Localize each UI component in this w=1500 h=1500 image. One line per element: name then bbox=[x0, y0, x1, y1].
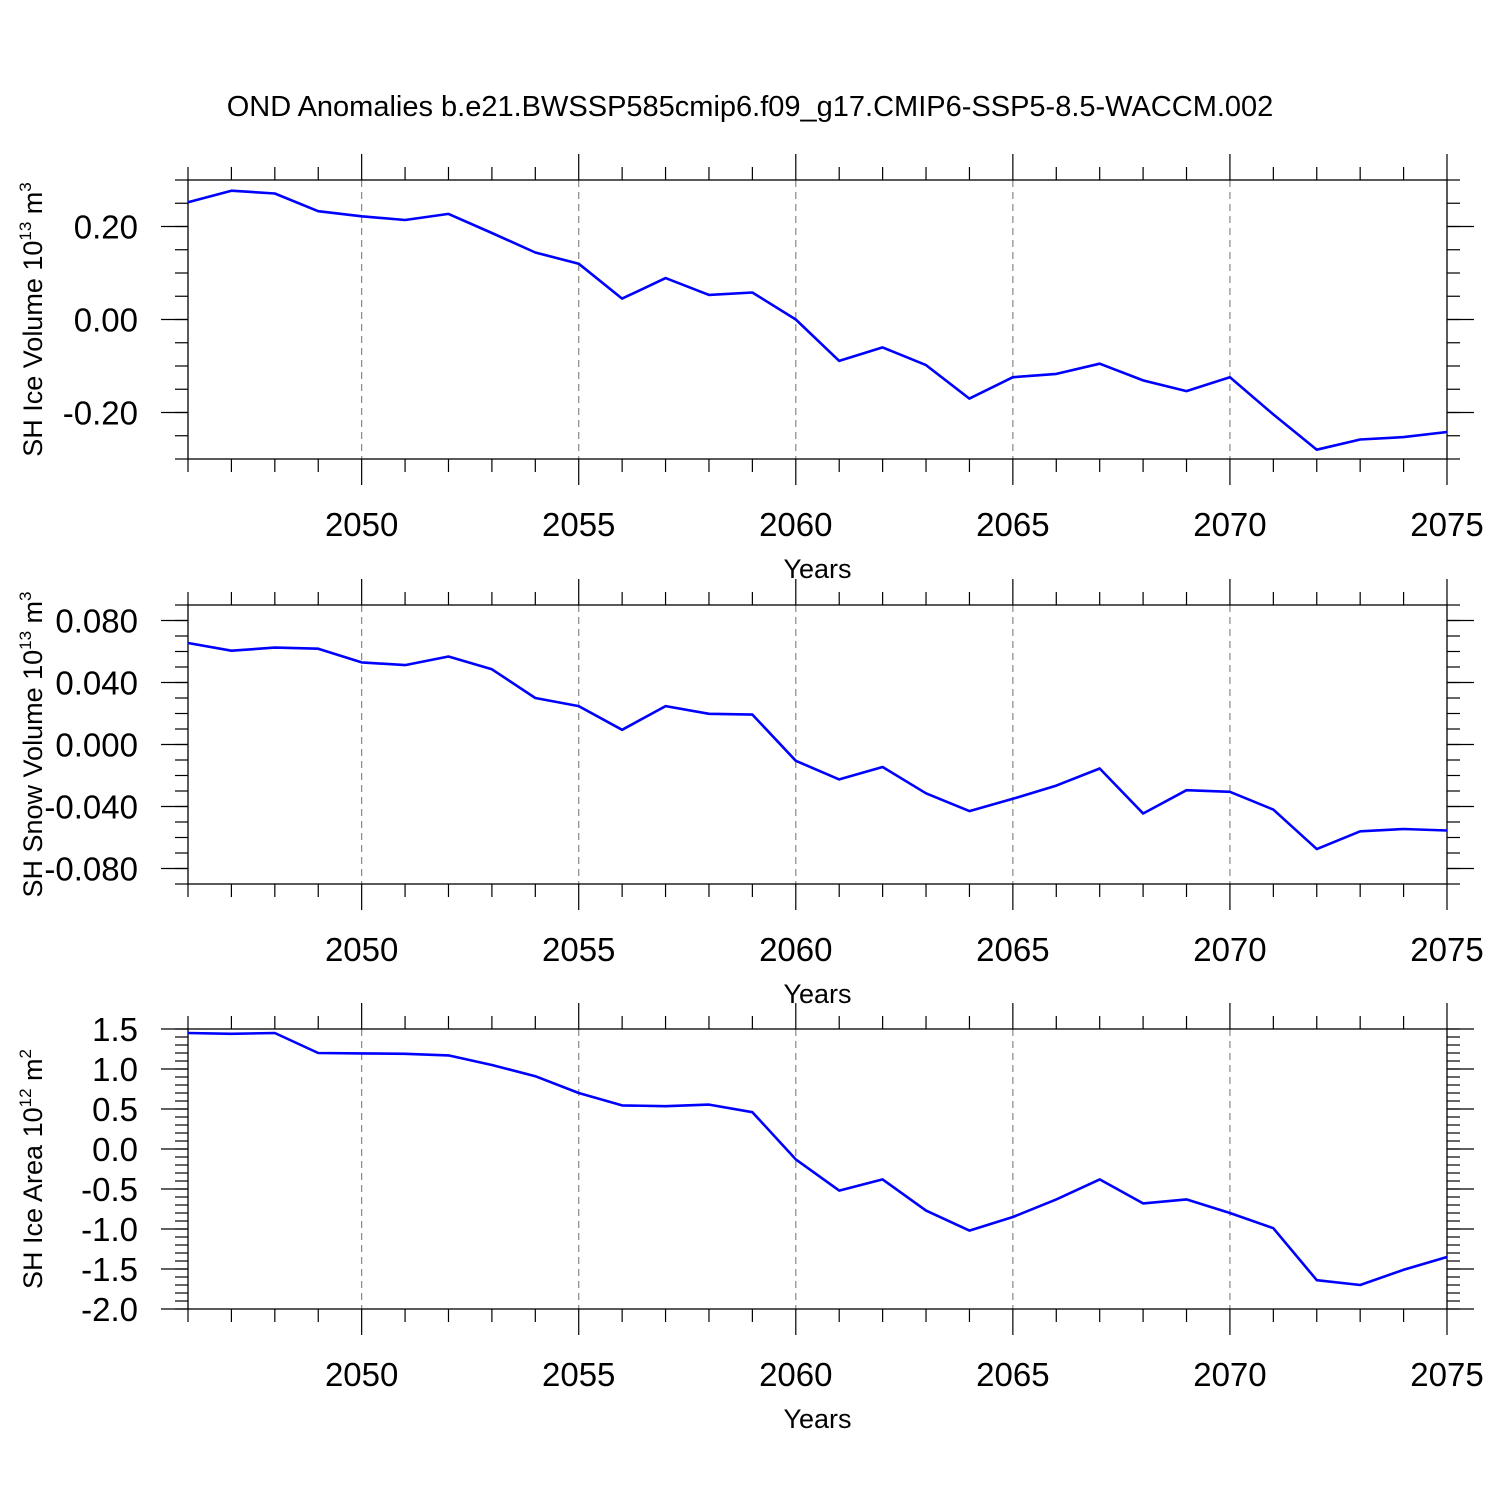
y-axis-label-unit: m bbox=[18, 601, 48, 631]
x-tick-label: 2075 bbox=[1410, 931, 1483, 968]
y-axis-label-exponent: 12 bbox=[16, 1088, 35, 1107]
x-tick-label: 2065 bbox=[976, 931, 1049, 968]
plot-frame bbox=[187, 604, 1448, 885]
y-tick-label: 0.000 bbox=[55, 727, 138, 764]
x-tick-label: 2065 bbox=[976, 1356, 1049, 1393]
y-axis-label-unit: m bbox=[18, 1058, 48, 1088]
y-axis-label-unit-exponent: 2 bbox=[16, 1049, 35, 1058]
chart-title: OND Anomalies b.e21.BWSSP585cmip6.f09_g1… bbox=[227, 91, 1274, 123]
x-tick-label: 2065 bbox=[976, 506, 1049, 543]
x-axis-label: Years bbox=[783, 1404, 851, 1434]
y-tick-label: 1.0 bbox=[92, 1051, 138, 1088]
y-axis-label: SH Ice Area 1012 m2 bbox=[16, 1049, 48, 1289]
series-line bbox=[187, 189, 1448, 452]
y-tick-label: 0.040 bbox=[55, 665, 138, 702]
y-tick-label: 0.080 bbox=[55, 603, 138, 640]
plot-frame bbox=[187, 179, 1448, 460]
y-tick-label: -2.0 bbox=[81, 1291, 138, 1328]
x-tick-label: 2075 bbox=[1410, 506, 1483, 543]
y-axis-label-unit-exponent: 3 bbox=[16, 182, 35, 191]
y-axis-label: SH Snow Volume 1013 m3 bbox=[16, 591, 48, 897]
y-axis-label-unit: m bbox=[18, 192, 48, 222]
y-tick-label: -1.0 bbox=[81, 1211, 138, 1248]
y-axis-label: SH Ice Volume 1013 m3 bbox=[16, 182, 48, 457]
x-tick-label: 2055 bbox=[542, 931, 615, 968]
y-axis-label-text: SH Ice Volume 10 bbox=[18, 241, 48, 457]
y-tick-label: 0.00 bbox=[74, 302, 138, 339]
x-tick-label: 2050 bbox=[325, 931, 398, 968]
x-tick-label: 2060 bbox=[759, 1356, 832, 1393]
y-axis-label-text: SH Snow Volume 10 bbox=[18, 650, 48, 898]
y-tick-label: -1.5 bbox=[81, 1251, 138, 1288]
y-tick-label: -0.5 bbox=[81, 1171, 138, 1208]
x-tick-label: 2060 bbox=[759, 931, 832, 968]
y-tick-label: 0.5 bbox=[92, 1091, 138, 1128]
y-axis-label-unit-exponent: 3 bbox=[16, 591, 35, 600]
x-tick-label: 2070 bbox=[1193, 506, 1266, 543]
series-line bbox=[187, 1031, 1448, 1287]
y-tick-label: 0.0 bbox=[92, 1131, 138, 1168]
x-tick-label: 2070 bbox=[1193, 931, 1266, 968]
x-tick-label: 2055 bbox=[542, 1356, 615, 1393]
panel-ice-area: 1.51.00.50.0-0.5-1.0-1.5-2.0 2050 2055 2060… bbox=[16, 1003, 1484, 1434]
panel-ice-volume: 0.20 0.00 -0.20 2050 2055 2060 2065 2070 2075 Yea… bbox=[16, 154, 1484, 584]
y-tick-label: 0.20 bbox=[74, 209, 138, 246]
series-line bbox=[187, 641, 1448, 851]
y-tick-label: -0.040 bbox=[44, 789, 138, 826]
y-tick-label: 1.5 bbox=[92, 1011, 138, 1048]
x-axis-label: Years bbox=[783, 554, 851, 584]
y-axis-label-text: SH Ice Area 10 bbox=[18, 1107, 48, 1289]
y-axis-label-exponent: 13 bbox=[16, 222, 35, 241]
x-tick-label: 2050 bbox=[325, 1356, 398, 1393]
y-axis-label-exponent: 13 bbox=[16, 631, 35, 650]
y-tick-label: -0.080 bbox=[44, 851, 138, 888]
x-tick-label: 2075 bbox=[1410, 1356, 1483, 1393]
x-axis-label: Years bbox=[783, 979, 851, 1009]
x-tick-label: 2050 bbox=[325, 506, 398, 543]
y-tick-label: -0.20 bbox=[63, 395, 138, 432]
x-tick-label: 2060 bbox=[759, 506, 832, 543]
x-tick-label: 2055 bbox=[542, 506, 615, 543]
x-tick-label: 2070 bbox=[1193, 1356, 1266, 1393]
panel-snow-volume: 0.080 0.040 0.000 -0.040 -0.080 2050 2055 2060 2… bbox=[16, 579, 1484, 1009]
plot-frame bbox=[187, 1028, 1448, 1310]
